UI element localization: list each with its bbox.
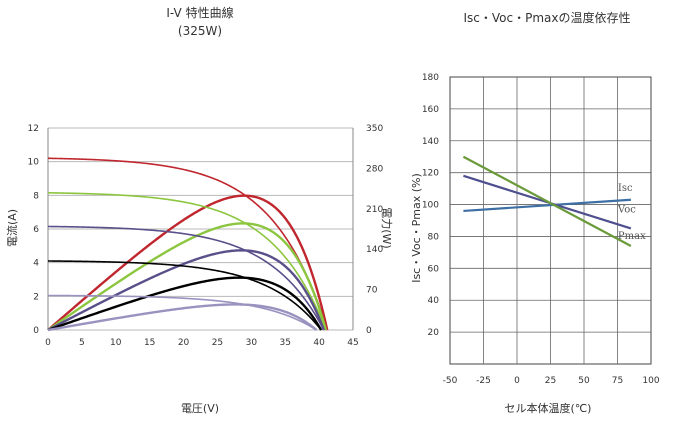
iv-xtick-label: 0	[45, 338, 51, 348]
iv-curves	[47, 157, 329, 332]
temp-xtick-label: -25	[476, 376, 491, 386]
temp-ytick-label: 80	[428, 232, 440, 242]
iv-y2tick-label: 210	[366, 205, 383, 215]
temp-xtick-label: -50	[443, 376, 458, 386]
iv-xtick-label: 30	[246, 338, 258, 348]
iv-y2tick-label: 70	[366, 286, 378, 296]
iv-current-curve-4	[47, 294, 317, 331]
temp-ytick-label: 20	[428, 328, 440, 338]
temp-line-pmax	[462, 155, 632, 247]
iv-tick-labels: 0 5 10 15 20 25 30 35 40 45 0 2 4 6 8 10 12 0 70 140 210 280 3…	[28, 124, 384, 348]
iv-y2label: 電力(W)	[380, 207, 393, 248]
iv-xlabel: 電圧(V)	[181, 402, 219, 415]
iv-current-curve-0	[47, 157, 329, 331]
iv-ytick-label: 8	[33, 191, 39, 201]
iv-xtick-label: 15	[144, 338, 155, 348]
iv-ytick-label: 4	[33, 259, 39, 269]
iv-power-curve-1	[47, 222, 328, 331]
iv-power-curve-0	[47, 194, 329, 331]
iv-chart: I-V 特性曲線 (325W) 0 5 10 15 20 25 30 35 40 45 0 2 4 6 8 1…	[5, 5, 393, 415]
temp-xtick-label: 75	[612, 376, 623, 386]
iv-ytick-label: 0	[33, 326, 39, 336]
iv-ytick-label: 10	[28, 158, 40, 168]
iv-xtick-label: 45	[347, 338, 358, 348]
iv-current-curve-1	[47, 192, 327, 331]
iv-title-line1: I-V 特性曲線	[166, 5, 233, 20]
temp-lines: Isc Voc Pmax	[462, 155, 646, 247]
iv-ytick-label: 2	[33, 292, 39, 302]
iv-xtick-label: 40	[313, 338, 325, 348]
temp-xtick-label: 25	[545, 376, 556, 386]
temp-ytick-label: 40	[428, 296, 440, 306]
iv-xtick-label: 25	[212, 338, 223, 348]
iv-xtick-label: 35	[279, 338, 290, 348]
temp-xtick-label: 0	[514, 376, 520, 386]
temp-line-isc	[463, 198, 631, 213]
temp-series-label-voc: Voc	[617, 204, 636, 215]
temp-title: Isc・Voc・Pmaxの温度依存性	[464, 10, 631, 25]
iv-y2tick-label: 0	[366, 326, 372, 336]
iv-xtick-label: 10	[110, 338, 122, 348]
iv-current-curve-2	[47, 225, 325, 331]
temp-xtick-label: 50	[578, 376, 590, 386]
iv-title-line2: (325W)	[178, 24, 222, 38]
temp-series-label-pmax: Pmax	[618, 231, 646, 242]
iv-xtick-label: 20	[178, 338, 190, 348]
temp-xlabel: セル本体温度(℃)	[505, 401, 592, 415]
temp-series-label-isc: Isc	[618, 183, 633, 194]
temp-tick-labels: -50 -25 0 25 50 75 100 20 40 60 80 100 120 140 160 180	[422, 73, 660, 386]
iv-xtick-label: 5	[79, 338, 85, 348]
temp-ytick-label: 120	[422, 169, 439, 179]
iv-current-curve-3	[47, 260, 322, 331]
iv-y2tick-label: 140	[366, 245, 383, 255]
iv-power-curve-3	[47, 276, 323, 332]
temp-ytick-label: 100	[422, 201, 439, 211]
iv-ylabel: 電流(A)	[5, 209, 19, 247]
iv-power-curve-2	[47, 249, 325, 332]
temp-chart: Isc・Voc・Pmaxの温度依存性 -50 -25 0 25 50 75 100 20 40 6…	[410, 10, 660, 415]
temp-ylabel: Isc・Voc・Pmax (%)	[410, 173, 423, 283]
temp-xtick-label: 100	[642, 376, 659, 386]
iv-power-curve-4	[47, 303, 318, 332]
iv-ytick-label: 12	[28, 124, 39, 134]
temp-ytick-label: 60	[428, 264, 440, 274]
iv-ytick-label: 6	[33, 225, 39, 235]
temp-ytick-label: 180	[422, 73, 439, 83]
temp-ytick-label: 140	[422, 137, 439, 147]
temp-gridlines	[449, 76, 652, 365]
iv-y2tick-label: 280	[366, 164, 383, 174]
temp-ytick-label: 160	[422, 105, 439, 115]
iv-y2tick-label: 350	[366, 124, 383, 134]
